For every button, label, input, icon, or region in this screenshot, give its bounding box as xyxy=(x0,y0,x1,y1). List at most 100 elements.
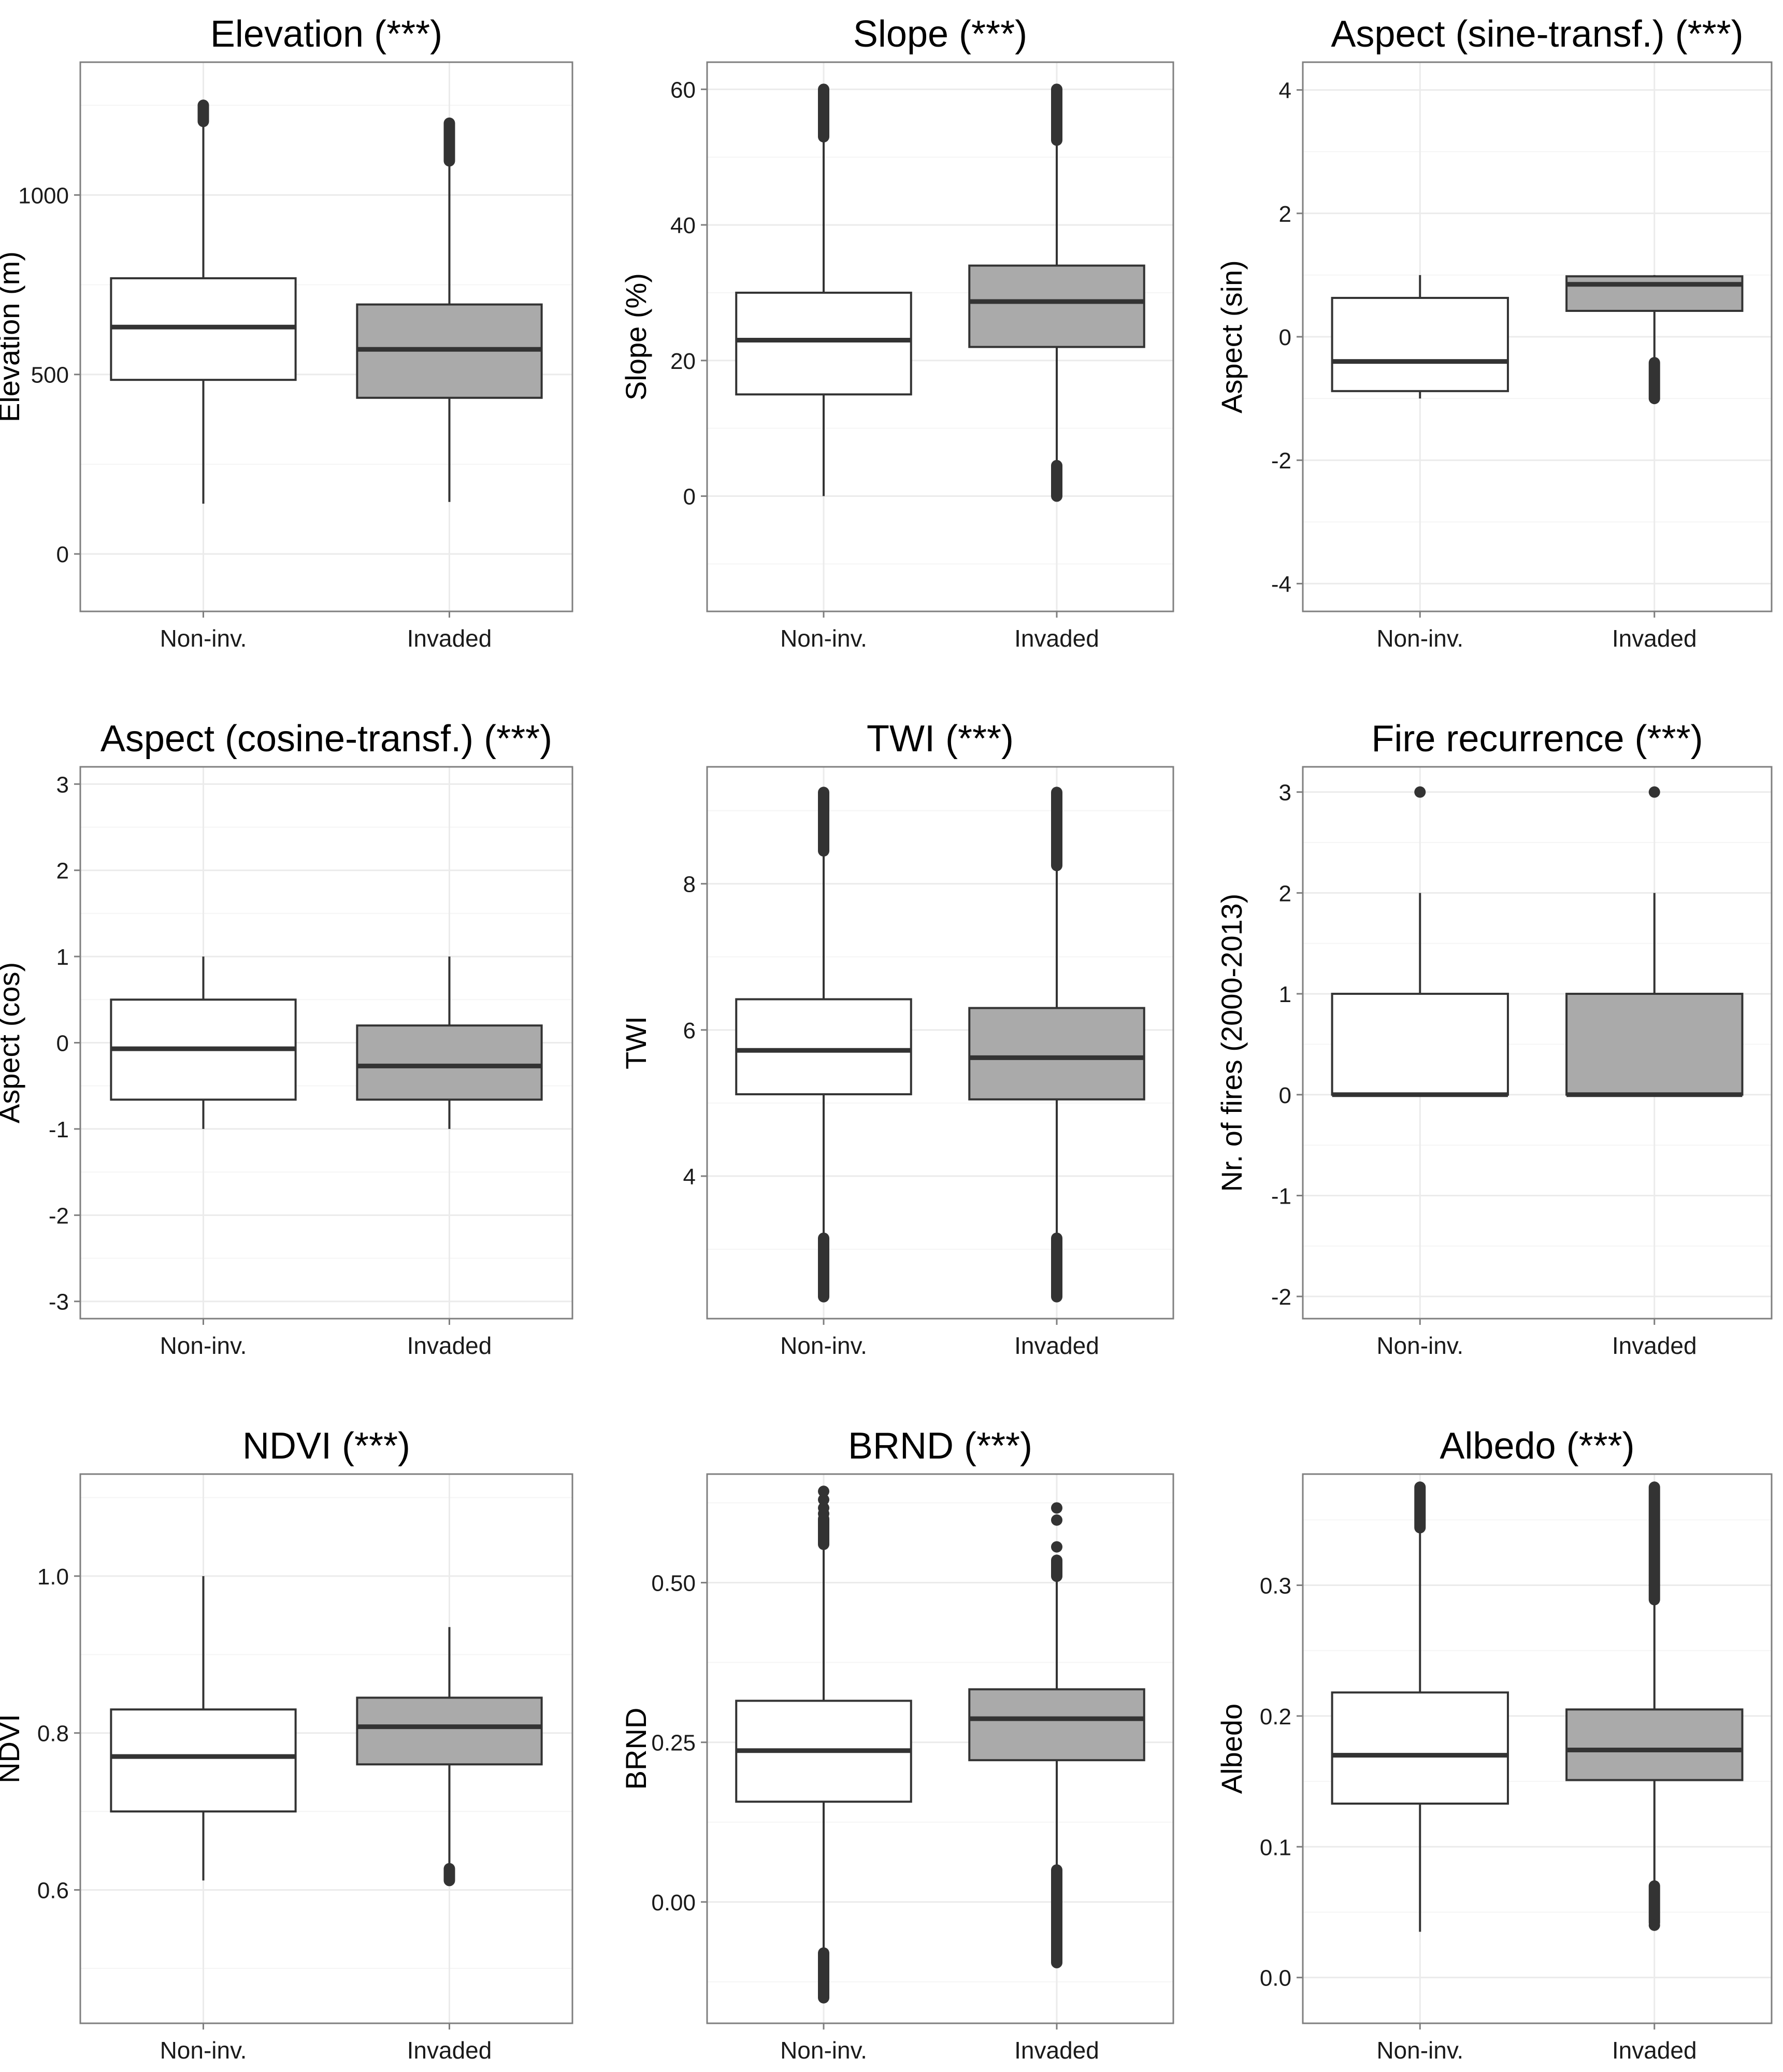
box-series-invaded xyxy=(356,1627,543,1887)
chart-panel: 0.00 0.25 0.50 Non-inv. Invaded BRND (***) BRN… xyxy=(620,1425,1174,2064)
box xyxy=(735,998,912,1095)
y-tick-label: 0.1 xyxy=(1260,1835,1291,1860)
box xyxy=(356,1696,543,1766)
x-tick-label: Non-inv. xyxy=(1376,1332,1463,1359)
outlier-point xyxy=(818,1485,829,1497)
y-tick-label: 0 xyxy=(683,484,696,510)
y-tick-label: 0.3 xyxy=(1260,1574,1291,1599)
y-axis-label: Elevation (m) xyxy=(0,251,25,422)
y-tick-label: 60 xyxy=(670,77,696,103)
panel-border xyxy=(706,61,1174,612)
chart-title: Aspect (cosine-transf.) (***) xyxy=(100,718,552,760)
panel-border xyxy=(706,766,1174,1320)
y-tick-label: -2 xyxy=(1271,448,1291,474)
outlier-point xyxy=(1051,1541,1062,1553)
x-tick-label: Invaded xyxy=(1612,1332,1697,1359)
y-tick-label: 4 xyxy=(1279,78,1291,104)
y-tick-label: 3 xyxy=(1279,780,1291,806)
x-tick-label: Invaded xyxy=(407,1332,492,1359)
y-axis-label: Slope (%) xyxy=(620,273,652,401)
box-series-non-invaded xyxy=(1331,1481,1509,1932)
chart-title: Elevation (***) xyxy=(210,13,442,55)
y-tick-label: 0 xyxy=(56,1031,69,1056)
outlier-point xyxy=(818,1502,829,1514)
y-tick-label: -3 xyxy=(49,1290,69,1315)
box xyxy=(1331,296,1509,392)
outlier-point xyxy=(818,1494,829,1506)
y-tick-label: 6 xyxy=(683,1018,696,1044)
chart-panel: -4 -2 0 2 4 Non-inv. Invaded Aspect (sine-trans… xyxy=(1215,13,1773,652)
y-axis-label: Nr. of fires (2000-2013) xyxy=(1215,894,1248,1192)
y-tick-label: 0.00 xyxy=(651,1890,696,1916)
chart-title: Aspect (sine-transf.) (***) xyxy=(1331,13,1743,55)
y-tick-label: 8 xyxy=(683,872,696,897)
x-tick-label: Non-inv. xyxy=(1376,625,1463,652)
box-series-non-invaded xyxy=(110,956,297,1129)
y-tick-label: 0.6 xyxy=(37,1878,69,1904)
y-tick-label: 0.8 xyxy=(37,1721,69,1747)
y-tick-label: 4 xyxy=(683,1164,696,1190)
panel-border xyxy=(706,1473,1174,2024)
y-tick-label: 0.25 xyxy=(651,1731,696,1756)
y-axis-label: BRND xyxy=(620,1708,652,1790)
x-tick-label: Non-inv. xyxy=(1376,2037,1463,2064)
panel-border xyxy=(1302,766,1773,1320)
x-tick-label: Non-inv. xyxy=(160,625,247,652)
x-tick-label: Non-inv. xyxy=(780,1332,867,1359)
x-tick-label: Invaded xyxy=(1612,625,1697,652)
outlier-point xyxy=(1051,1514,1062,1526)
y-tick-label: 3 xyxy=(56,772,69,797)
x-tick-label: Invaded xyxy=(1014,2037,1099,2064)
box-series-invaded xyxy=(356,117,543,502)
y-axis-label: Aspect (cos) xyxy=(0,962,25,1123)
box-series-non-invaded xyxy=(1331,786,1509,1097)
box-series-non-invaded xyxy=(735,787,912,1303)
chart-panel: 0.6 0.8 1.0 Non-inv. Invaded NDVI (***) NDVI xyxy=(0,1425,573,2064)
box-series-non-invaded xyxy=(1331,275,1509,399)
x-tick-label: Invaded xyxy=(1014,1332,1099,1359)
y-tick-label: -4 xyxy=(1271,571,1291,597)
box-series-invaded xyxy=(1565,275,1744,405)
box xyxy=(356,1024,543,1101)
y-tick-label: 500 xyxy=(31,363,69,388)
y-tick-label: 1 xyxy=(56,945,69,970)
chart-panel: 0 20 40 60 Non-inv. Invaded Slope (***) Slope (… xyxy=(620,13,1174,652)
box xyxy=(1565,275,1744,312)
chart-panel: 0.0 0.1 0.2 0.3 Non-inv. Invaded Albedo (***) A… xyxy=(1215,1425,1773,2064)
chart-panel: -3 -2 -1 0 1 2 3 Non-inv. Invaded Aspect (cosine-… xyxy=(0,718,573,1359)
x-tick-label: Invaded xyxy=(1612,2037,1697,2064)
panel-border xyxy=(1302,1473,1773,2024)
y-tick-label: 2 xyxy=(56,859,69,884)
y-axis-label: TWI xyxy=(620,1016,652,1069)
box-series-invaded xyxy=(1565,786,1744,1097)
chart-panel: 4 6 8 Non-inv. Invaded TWI (***) TWI xyxy=(620,718,1174,1359)
y-tick-label: 0 xyxy=(56,542,69,567)
box xyxy=(968,264,1145,348)
chart-panel: -2 -1 0 1 2 3 Non-inv. Invaded Fire recurrence (… xyxy=(1215,718,1773,1359)
y-tick-label: -2 xyxy=(49,1203,69,1228)
x-tick-label: Invaded xyxy=(1014,625,1099,652)
box xyxy=(1331,1691,1509,1805)
y-axis-label: Albedo xyxy=(1215,1704,1248,1794)
y-tick-label: 0 xyxy=(1279,325,1291,350)
box xyxy=(1565,1708,1744,1781)
x-tick-label: Invaded xyxy=(407,2037,492,2064)
chart-title: Albedo (***) xyxy=(1440,1425,1634,1467)
y-tick-label: 0.50 xyxy=(651,1571,696,1596)
box xyxy=(735,291,912,396)
y-tick-label: 40 xyxy=(670,213,696,238)
chart-title: NDVI (***) xyxy=(242,1425,410,1467)
box-series-invaded xyxy=(356,956,543,1129)
box-series-invaded xyxy=(968,1502,1145,1968)
y-tick-label: 1.0 xyxy=(37,1564,69,1590)
box xyxy=(1331,993,1509,1096)
chart-title: Slope (***) xyxy=(853,13,1027,55)
box xyxy=(968,1688,1145,1762)
y-tick-label: 0 xyxy=(1279,1083,1291,1108)
box xyxy=(110,1708,297,1813)
y-tick-label: -1 xyxy=(49,1117,69,1142)
box-series-non-invaded xyxy=(735,83,912,496)
y-tick-label: 1000 xyxy=(18,183,69,208)
x-tick-label: Invaded xyxy=(407,625,492,652)
chart-title: BRND (***) xyxy=(848,1425,1032,1467)
